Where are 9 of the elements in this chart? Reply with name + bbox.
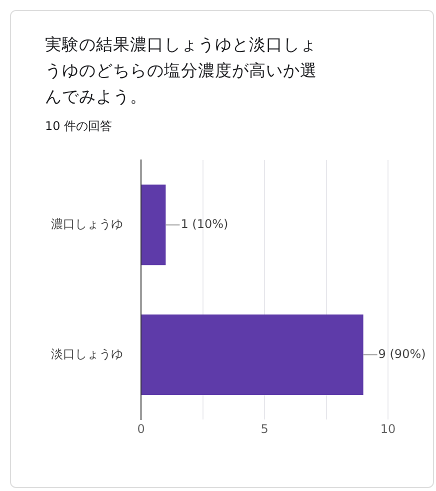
x-tick-label: 0 xyxy=(137,422,145,436)
data-label: 9 (90%) xyxy=(378,346,426,361)
data-label: 1 (10%) xyxy=(180,217,228,232)
y-tick-label: 淡口しょうゆ xyxy=(51,346,123,361)
x-tick-label: 10 xyxy=(380,422,396,436)
x-tick-label: 5 xyxy=(260,422,268,436)
chart-title: 実験の結果濃口しょうゆと淡口しょうゆのどちらの塩分濃度が高いか選んでみよう。 xyxy=(45,34,318,108)
y-tick-label: 濃口しょうゆ xyxy=(51,217,123,232)
chart-subtitle: 10 件の回答 xyxy=(45,118,112,135)
